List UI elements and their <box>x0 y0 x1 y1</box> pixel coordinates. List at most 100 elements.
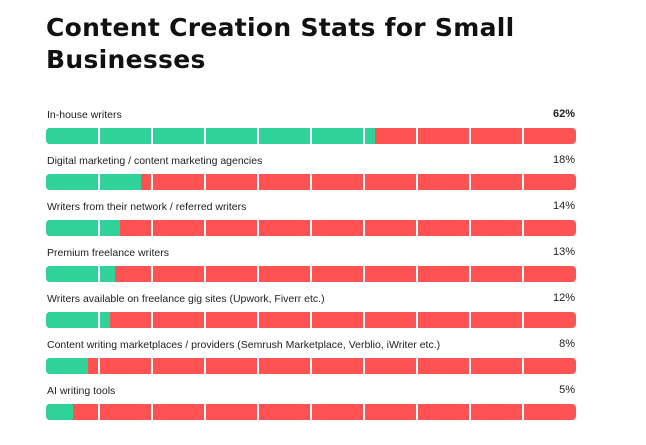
segment-divider <box>257 220 259 236</box>
category-label-6: AI writing tools <box>47 385 116 397</box>
segment-divider <box>257 358 259 374</box>
segment-divider <box>257 174 259 190</box>
segment-divider <box>204 266 206 282</box>
bar-row-1: Digital marketing / content marketing ag… <box>46 152 576 198</box>
segment-divider <box>310 266 312 282</box>
bar-fill-1 <box>46 174 142 190</box>
segment-divider <box>151 220 153 236</box>
bar-track-5 <box>46 358 576 374</box>
segment-divider <box>363 220 365 236</box>
bar-row-2: Writers from their network / referred wr… <box>46 198 576 244</box>
segment-divider <box>98 404 100 420</box>
segment-divider <box>469 404 471 420</box>
segment-divider <box>98 312 100 328</box>
segment-divider <box>416 220 418 236</box>
bar-row-3: Premium freelance writers 13% <box>46 244 576 290</box>
segment-divider <box>416 312 418 328</box>
segment-divider <box>469 358 471 374</box>
category-label-3: Premium freelance writers <box>47 247 169 259</box>
value-label-1: 18% <box>552 154 575 166</box>
segment-divider <box>363 358 365 374</box>
bar-fill-5 <box>46 358 89 374</box>
segment-divider <box>416 174 418 190</box>
value-label-0: 62% <box>552 108 575 120</box>
segment-divider <box>522 174 524 190</box>
category-label-5: Content writing marketplaces / providers… <box>47 339 441 351</box>
segment-divider <box>257 266 259 282</box>
segment-divider <box>416 266 418 282</box>
segment-divider <box>151 128 153 144</box>
bar-track-4 <box>46 312 576 328</box>
segment-divider <box>98 220 100 236</box>
bar-track-2 <box>46 220 576 236</box>
segment-divider <box>151 174 153 190</box>
value-label-2: 14% <box>552 200 575 212</box>
chart-title: Content Creation Stats for Small Busines… <box>46 13 515 74</box>
segment-divider <box>151 312 153 328</box>
segment-divider <box>522 404 524 420</box>
segment-divider <box>469 312 471 328</box>
segment-divider <box>204 174 206 190</box>
segment-divider <box>98 128 100 144</box>
bar-track-1 <box>46 174 576 190</box>
bar-fill-4 <box>46 312 110 328</box>
bar-track-0 <box>46 128 576 144</box>
value-label-4: 12% <box>552 292 575 304</box>
segment-divider <box>257 404 259 420</box>
segment-divider <box>204 220 206 236</box>
segment-divider <box>469 266 471 282</box>
segment-divider <box>151 404 153 420</box>
segment-divider <box>416 404 418 420</box>
segment-divider <box>151 358 153 374</box>
segment-divider <box>363 174 365 190</box>
segment-divider <box>522 220 524 236</box>
segment-divider <box>98 266 100 282</box>
bar-row-4: Writers available on freelance gig sites… <box>46 290 576 336</box>
segment-divider <box>522 358 524 374</box>
bar-fill-3 <box>46 266 115 282</box>
bar-row-5: Content writing marketplaces / providers… <box>46 336 576 382</box>
segment-divider <box>416 358 418 374</box>
segment-divider <box>469 220 471 236</box>
segment-divider <box>522 312 524 328</box>
segment-divider <box>363 404 365 420</box>
segment-divider <box>310 312 312 328</box>
value-label-5: 8% <box>559 338 575 350</box>
value-label-3: 13% <box>552 246 575 258</box>
bar-chart: In-house writers 62% Digital marketing /… <box>46 106 576 428</box>
value-label-6: 5% <box>559 384 575 396</box>
bar-track-6 <box>46 404 576 420</box>
segment-divider <box>204 358 206 374</box>
segment-divider <box>416 128 418 144</box>
bar-track-3 <box>46 266 576 282</box>
segment-divider <box>522 128 524 144</box>
segment-divider <box>151 266 153 282</box>
segment-divider <box>469 128 471 144</box>
segment-divider <box>363 128 365 144</box>
segment-divider <box>310 174 312 190</box>
segment-divider <box>363 266 365 282</box>
segment-divider <box>363 312 365 328</box>
segment-divider <box>310 358 312 374</box>
segment-divider <box>310 404 312 420</box>
bar-row-0: In-house writers 62% <box>46 106 576 152</box>
segment-divider <box>257 312 259 328</box>
category-label-0: In-house writers <box>47 109 122 121</box>
segment-divider <box>204 312 206 328</box>
bar-fill-0 <box>46 128 375 144</box>
bar-fill-2 <box>46 220 121 236</box>
segment-divider <box>469 174 471 190</box>
segment-divider <box>98 358 100 374</box>
segment-divider <box>204 128 206 144</box>
segment-divider <box>257 128 259 144</box>
segment-divider <box>522 266 524 282</box>
category-label-1: Digital marketing / content marketing ag… <box>47 155 263 167</box>
category-label-2: Writers from their network / referred wr… <box>47 201 247 213</box>
segment-divider <box>310 128 312 144</box>
category-label-4: Writers available on freelance gig sites… <box>47 293 325 305</box>
segment-divider <box>204 404 206 420</box>
bar-fill-6 <box>46 404 73 420</box>
segment-divider <box>310 220 312 236</box>
segment-divider <box>98 174 100 190</box>
bar-row-6: AI writing tools 5% <box>46 382 576 428</box>
